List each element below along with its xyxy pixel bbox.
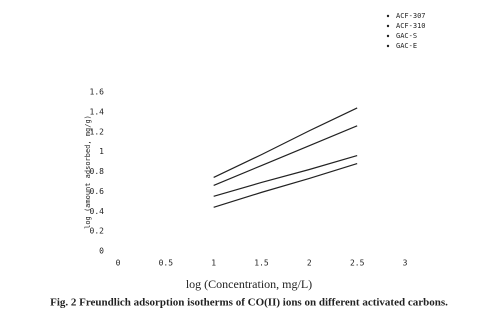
- x-tick-label: 1: [211, 259, 216, 268]
- series-line: [213, 107, 358, 179]
- y-tick-label: 1.4: [90, 107, 105, 116]
- y-tick-label: 1.6: [90, 88, 105, 97]
- y-axis-label: log (amount adsorbed, mg/g): [84, 115, 92, 229]
- series-line: [213, 162, 358, 208]
- y-tick-label: 0.4: [90, 207, 105, 216]
- legend-marker: [386, 14, 390, 18]
- y-tick-label: 0.8: [90, 167, 105, 176]
- legend-label: GAC-E: [396, 42, 417, 50]
- x-tick-label: 2.5: [350, 259, 365, 268]
- x-tick-label: 2: [307, 259, 312, 268]
- legend-label: ACF-310: [396, 22, 426, 30]
- y-tick-label: 1: [99, 147, 104, 156]
- y-tick-label: 0.6: [90, 187, 105, 196]
- legend-marker: [386, 34, 390, 38]
- x-tick-label: 1.5: [254, 259, 269, 268]
- caption: Fig. 2 Freundlich adsorption isotherms o…: [50, 297, 448, 309]
- series-line: [213, 155, 358, 197]
- y-tick-label: 1.2: [90, 127, 105, 136]
- legend-marker: [386, 24, 390, 28]
- series-line: [213, 125, 358, 186]
- x-axis-label: log (Concentration, mg/L): [186, 277, 312, 291]
- x-tick-label: 0.5: [159, 259, 174, 268]
- y-tick-label: 0: [99, 247, 104, 256]
- legend-marker: [386, 44, 390, 48]
- x-tick-label: 0: [116, 259, 121, 268]
- legend-label: ACF-307: [396, 12, 426, 20]
- x-tick-label: 3: [403, 259, 408, 268]
- legend-label: GAC-S: [396, 32, 417, 40]
- y-tick-label: 0.2: [90, 227, 105, 236]
